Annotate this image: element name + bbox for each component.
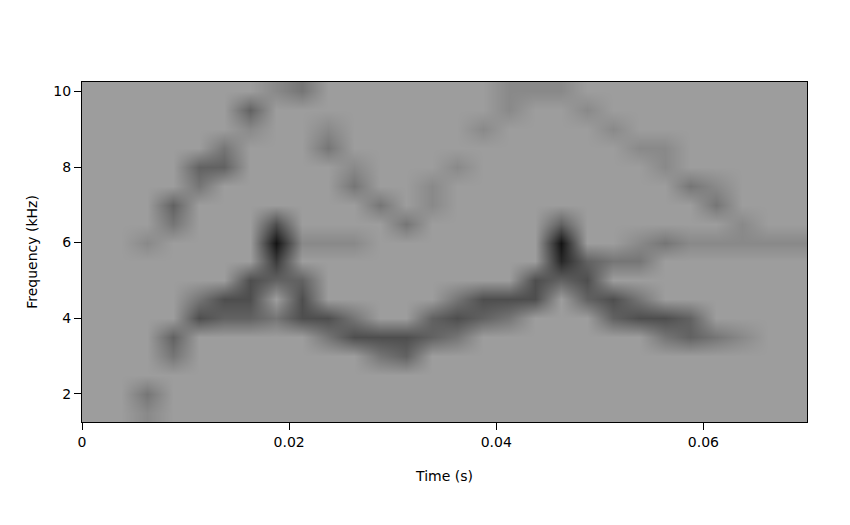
svg-text:2: 2 <box>62 386 71 402</box>
svg-text:8: 8 <box>62 159 71 175</box>
svg-text:6: 6 <box>62 234 71 250</box>
svg-text:Time (s): Time (s) <box>415 468 473 484</box>
svg-text:Frequency (kHz): Frequency (kHz) <box>24 195 40 309</box>
svg-text:10: 10 <box>53 83 71 99</box>
svg-text:0: 0 <box>78 434 87 450</box>
svg-text:4: 4 <box>62 310 71 326</box>
svg-text:0.02: 0.02 <box>274 434 305 450</box>
svg-text:0.06: 0.06 <box>688 434 719 450</box>
svg-text:0.04: 0.04 <box>481 434 512 450</box>
